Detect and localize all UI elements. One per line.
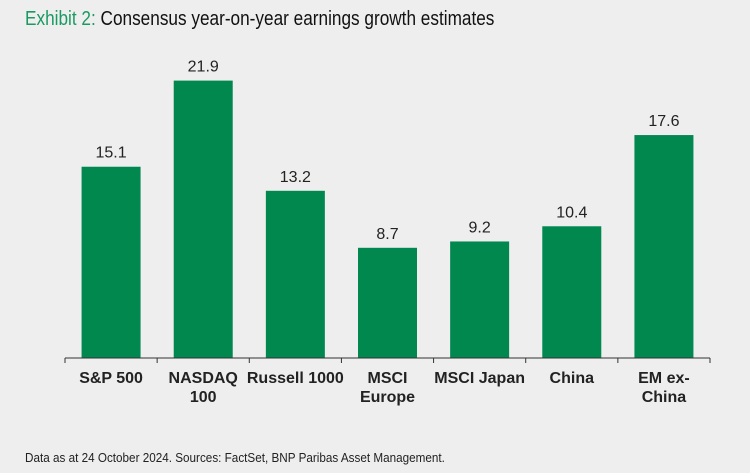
category-label: NASDAQ 100: [169, 370, 238, 406]
data-label: 13.2: [280, 169, 311, 186]
data-label: 21.9: [188, 59, 219, 76]
category-label: S&P 500: [79, 370, 143, 387]
data-label: 8.7: [376, 226, 398, 243]
bar: [542, 226, 602, 358]
category-label: EM ex-China: [638, 370, 690, 406]
exhibit-label: Exhibit 2:: [25, 8, 96, 30]
bar: [358, 247, 417, 358]
source-note: Data as at 24 October 2024. Sources: Fac…: [25, 450, 445, 465]
data-label: 17.6: [648, 113, 679, 130]
bar: [81, 166, 141, 358]
chart-title: Exhibit 2: Consensus year-on-year earnin…: [25, 8, 494, 31]
bar: [173, 80, 233, 358]
category-label: China: [550, 370, 595, 387]
data-label: 15.1: [96, 145, 127, 162]
category-label: Russell 1000: [247, 370, 344, 387]
data-label: 10.4: [556, 204, 587, 221]
chart-title-text: Consensus year-on-year earnings growth e…: [100, 8, 495, 30]
bar: [265, 190, 325, 358]
bar: [634, 135, 694, 358]
category-label: MSCI Europe: [360, 370, 415, 406]
bar: [450, 241, 510, 358]
data-label: 9.2: [469, 219, 491, 236]
category-label: MSCI Japan: [434, 370, 525, 387]
